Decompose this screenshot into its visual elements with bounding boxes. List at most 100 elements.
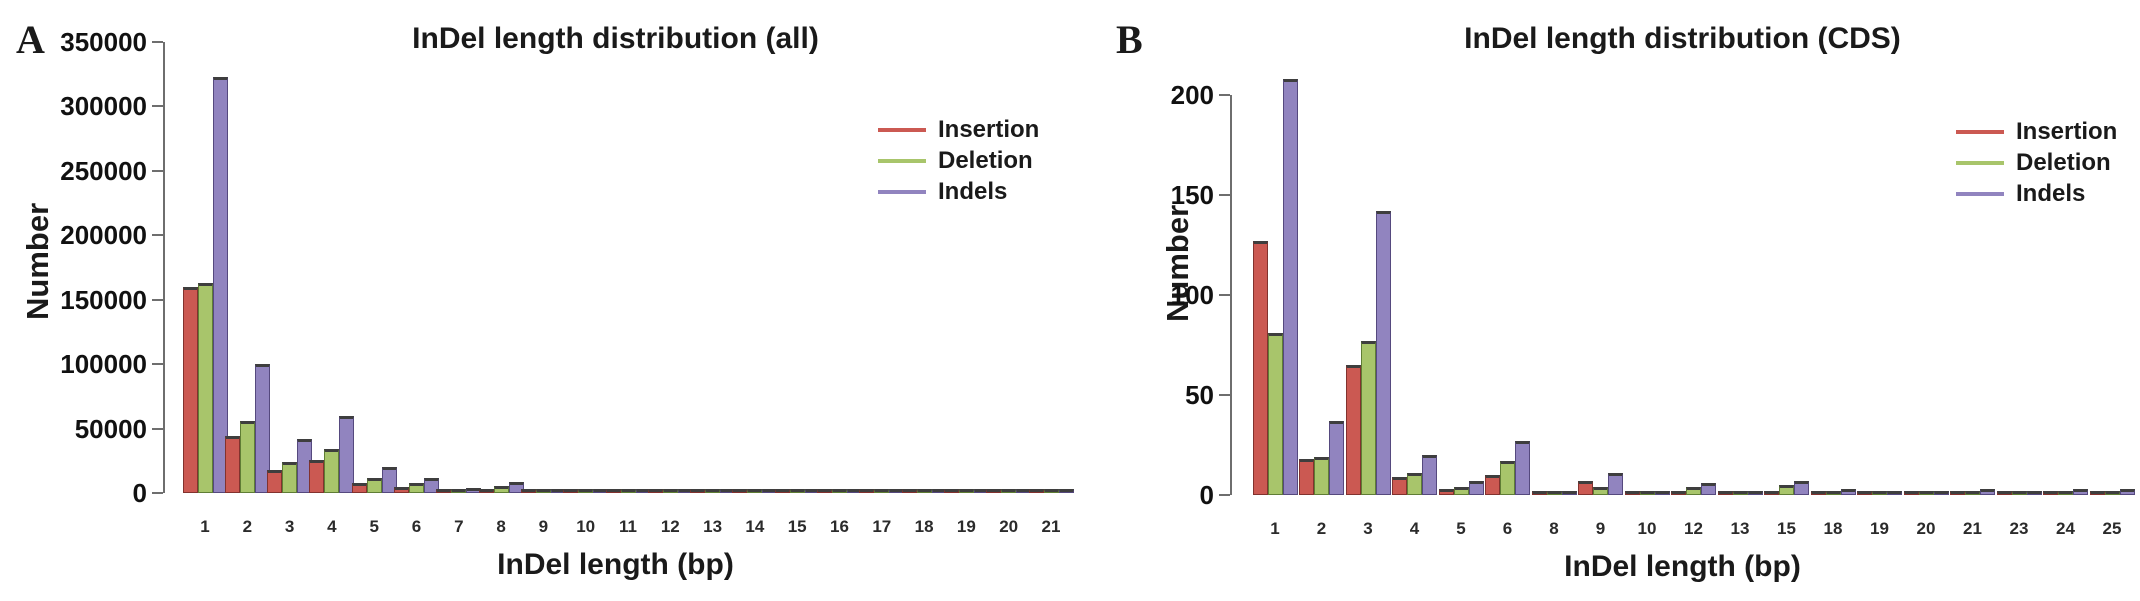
bar-deletion	[1267, 333, 1283, 495]
bar-group	[1028, 489, 1074, 493]
bar-indels	[1329, 421, 1344, 495]
y-tick	[152, 363, 163, 366]
x-tick-label: 5	[369, 517, 379, 536]
bar-insertion	[309, 459, 325, 493]
y-tick	[1219, 494, 1230, 496]
bar-deletion	[1918, 491, 1934, 495]
bar-group	[943, 489, 989, 493]
bar-group	[2089, 489, 2135, 495]
x-tick-label: 6	[1502, 519, 1513, 538]
x-tick-label: 3	[284, 517, 295, 536]
bar-deletion	[2058, 491, 2073, 495]
x-tick-label: 18	[914, 517, 934, 536]
bar-insertion	[859, 489, 875, 493]
bar-deletion	[1407, 473, 1422, 495]
bar-indels	[424, 477, 439, 493]
bar-indels	[1654, 491, 1670, 495]
bar-deletion	[832, 489, 847, 493]
bar-insertion	[986, 489, 1002, 493]
bar-insertion	[901, 489, 917, 493]
bar-insertion	[1903, 491, 1919, 495]
x-tick-label: 23	[2009, 519, 2029, 538]
x-axis-label-a: InDel length (bp)	[497, 548, 734, 581]
bar-insertion	[732, 489, 748, 493]
bar-insertion	[2043, 491, 2058, 495]
bar-group	[478, 482, 524, 493]
x-tick-label: 18	[1823, 519, 1843, 538]
x-tick-label: 11	[619, 517, 637, 536]
legend-item: Deletion	[1956, 147, 2117, 178]
bar-group	[1810, 489, 1856, 495]
legend-line-deletion	[878, 158, 926, 163]
bar-group	[1438, 481, 1484, 495]
bar-group	[901, 489, 947, 493]
x-tick-label: 25	[2102, 519, 2122, 538]
bar-insertion	[563, 489, 579, 493]
x-tick-label: 9	[1595, 519, 1606, 538]
y-tick	[152, 105, 163, 108]
bar-deletion	[2104, 491, 2120, 495]
bar-chart-a: 0 50000 100000 150000 200000 250000 300000 3500…	[60, 28, 1074, 536]
bar-deletion	[747, 489, 763, 493]
bar-insertion	[1996, 491, 2012, 495]
chart-title-a: InDel length distribution (all)	[412, 22, 819, 55]
legend-label: Insertion	[938, 115, 1040, 143]
bar-indels	[1468, 481, 1484, 495]
panel-label-a: A	[16, 17, 45, 62]
x-tick-label: 4	[327, 517, 337, 536]
bar-indels	[1747, 491, 1763, 495]
legend-label: Deletion	[2016, 148, 2111, 176]
bar-insertion	[351, 482, 367, 493]
bar-indels	[381, 467, 397, 493]
legend-item: Insertion	[1956, 116, 2117, 147]
bar-insertion	[1252, 241, 1268, 495]
bar-deletion	[1686, 487, 1701, 495]
bar-group	[436, 487, 482, 493]
bar-group	[394, 477, 439, 493]
bar-deletion	[239, 420, 255, 493]
bar-indels	[2119, 489, 2135, 495]
x-tick-label: 1	[200, 517, 210, 536]
legend-label: Insertion	[2016, 117, 2118, 145]
y-tick	[152, 41, 163, 43]
bar-deletion	[451, 489, 467, 493]
bar-deletion	[1500, 461, 1515, 495]
legend-label: Indels	[938, 177, 1008, 205]
bar-indels	[2026, 491, 2042, 495]
y-tick-label: 150	[1170, 180, 1214, 210]
bar-insertion	[1671, 491, 1686, 495]
x-axis-label-b: InDel length (bp)	[1564, 550, 1801, 583]
legend-line-insertion	[878, 127, 926, 132]
bar-indels	[1840, 489, 1856, 495]
x-tick-label: 6	[411, 517, 422, 536]
bar-group	[1299, 421, 1344, 495]
bar-group	[859, 489, 905, 493]
bar-deletion	[493, 485, 509, 493]
bar-insertion	[1624, 491, 1640, 495]
bar-group	[817, 489, 862, 493]
bar-group	[267, 438, 313, 493]
bar-insertion	[647, 489, 663, 493]
bar-insertion	[1578, 481, 1593, 495]
bar-deletion	[282, 462, 298, 493]
bar-insertion	[2089, 491, 2105, 495]
panel-a: A InDel length distribution (all) Number…	[16, 17, 1074, 581]
bar-deletion	[409, 483, 424, 493]
bar-group	[351, 467, 397, 493]
bar-insertion	[1028, 489, 1044, 493]
bar-deletion	[1872, 491, 1887, 495]
bar-insertion	[605, 489, 621, 493]
bar-group	[1578, 473, 1623, 495]
bar-deletion	[916, 489, 932, 493]
bar-group	[563, 488, 609, 493]
bar-insertion	[1717, 491, 1733, 495]
legend-a: Insertion Deletion Indels	[878, 114, 1039, 207]
bar-deletion	[197, 282, 213, 493]
bar-insertion	[1438, 489, 1454, 495]
bar-deletion	[1779, 485, 1794, 495]
x-tick-label: 2	[242, 517, 253, 536]
bar-deletion	[1453, 487, 1469, 495]
x-tick-label: 13	[703, 517, 723, 536]
bar-chart-b: 0 50 100 150 200 1 2 3 4 5 6 8 9 10 12 13 15 18 19 20 21 23 24…	[1171, 30, 2135, 538]
y-tick	[152, 234, 163, 237]
